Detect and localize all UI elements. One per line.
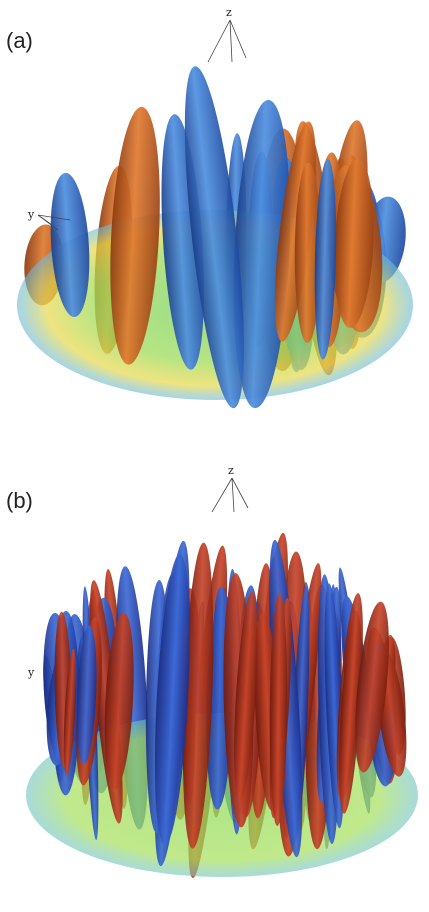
axis-lines: [212, 478, 248, 512]
panel-a: (a) z y: [6, 6, 413, 411]
panel-b: (b) z y: [6, 464, 418, 879]
axis-lines: [208, 20, 246, 62]
page: (a) z y (b) z y (() => { const data = JS…: [0, 0, 429, 912]
figure: (a) z y (b) z y: [0, 0, 429, 912]
axis-label: z: [226, 6, 232, 19]
axis-label: z: [228, 464, 234, 477]
panel-label: (a): [6, 28, 33, 53]
axis-label: y: [27, 666, 35, 679]
axis-label: y: [27, 208, 35, 221]
panel-label: (b): [6, 488, 33, 513]
